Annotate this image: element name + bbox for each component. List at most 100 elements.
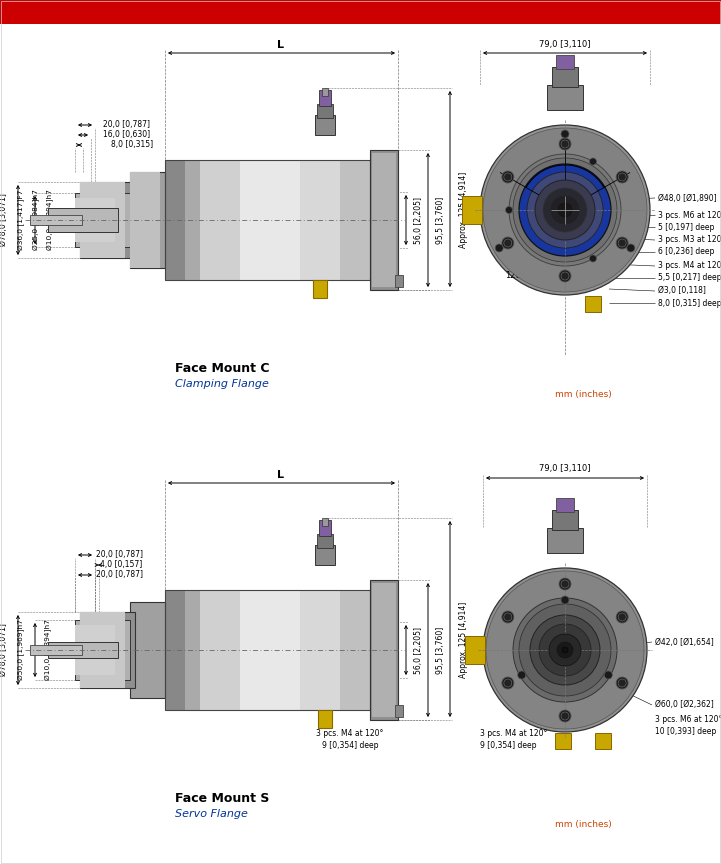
- Ellipse shape: [509, 154, 621, 266]
- Text: Face Mount C: Face Mount C: [175, 361, 270, 374]
- Ellipse shape: [627, 244, 634, 252]
- Bar: [165, 160, 370, 280]
- Ellipse shape: [513, 158, 617, 262]
- Text: 120°: 120°: [585, 270, 605, 279]
- Bar: [585, 296, 601, 312]
- Bar: [165, 160, 185, 280]
- Text: 56,0 [2,205]: 56,0 [2,205]: [414, 196, 423, 244]
- Ellipse shape: [535, 180, 595, 240]
- Bar: [317, 104, 333, 118]
- Bar: [200, 590, 240, 710]
- Bar: [322, 518, 328, 526]
- Ellipse shape: [561, 712, 569, 720]
- Text: Approx. 125 [4,914]: Approx. 125 [4,914]: [459, 172, 469, 248]
- Ellipse shape: [504, 239, 512, 247]
- Ellipse shape: [559, 578, 571, 590]
- Bar: [30, 215, 82, 225]
- Text: 16,0 [0,630]: 16,0 [0,630]: [103, 130, 150, 139]
- Ellipse shape: [618, 239, 626, 247]
- Text: 5 [0,197] deep: 5 [0,197] deep: [658, 223, 715, 232]
- Bar: [555, 733, 571, 749]
- Ellipse shape: [504, 173, 512, 181]
- Ellipse shape: [504, 679, 512, 687]
- Bar: [370, 580, 398, 720]
- Ellipse shape: [483, 568, 647, 732]
- Ellipse shape: [530, 615, 600, 685]
- Text: mm (inches): mm (inches): [555, 821, 611, 829]
- Ellipse shape: [519, 164, 611, 256]
- Ellipse shape: [480, 125, 650, 295]
- Bar: [200, 160, 240, 280]
- Bar: [313, 280, 327, 298]
- Bar: [30, 645, 82, 655]
- Bar: [75, 625, 115, 675]
- Text: Ø50,0 [1,969]h7: Ø50,0 [1,969]h7: [17, 619, 25, 681]
- Text: Ø36,0 [1,417]F7: Ø36,0 [1,417]F7: [17, 190, 25, 251]
- Bar: [317, 534, 333, 548]
- Ellipse shape: [561, 140, 569, 148]
- Text: Ø78,0 [3,071]: Ø78,0 [3,071]: [0, 194, 9, 246]
- Bar: [322, 88, 328, 96]
- Ellipse shape: [502, 677, 514, 689]
- Text: Ø42,0 [Ø1,654]: Ø42,0 [Ø1,654]: [655, 638, 714, 646]
- Ellipse shape: [604, 671, 612, 679]
- Text: 120°: 120°: [505, 270, 525, 279]
- Ellipse shape: [561, 580, 569, 588]
- Ellipse shape: [559, 270, 571, 282]
- Text: Clamping Flange: Clamping Flange: [175, 379, 269, 389]
- Text: 15°: 15°: [540, 240, 554, 250]
- Text: 4,0 [0,157]: 4,0 [0,157]: [100, 561, 142, 569]
- Bar: [465, 636, 485, 664]
- Text: Servo Flange: Servo Flange: [175, 809, 248, 819]
- Text: Ø78,0 [3,071]: Ø78,0 [3,071]: [0, 624, 9, 677]
- Ellipse shape: [505, 206, 513, 213]
- Ellipse shape: [590, 255, 596, 262]
- Text: 3 pcs. M6 at 120°: 3 pcs. M6 at 120°: [658, 211, 721, 219]
- Bar: [80, 182, 125, 258]
- Bar: [462, 196, 482, 224]
- Bar: [80, 182, 135, 258]
- Ellipse shape: [557, 642, 573, 658]
- Text: 95,5 [3,760]: 95,5 [3,760]: [435, 196, 445, 244]
- Ellipse shape: [502, 171, 514, 183]
- Bar: [552, 67, 578, 87]
- Text: 8,0 [0,315]: 8,0 [0,315]: [111, 141, 153, 149]
- Text: 9 [0,354] deep: 9 [0,354] deep: [322, 741, 379, 751]
- Ellipse shape: [616, 611, 628, 623]
- Text: 79,0 [3,110]: 79,0 [3,110]: [539, 465, 590, 473]
- Bar: [547, 85, 583, 110]
- Bar: [130, 172, 165, 268]
- Text: L: L: [278, 470, 285, 480]
- Text: Ø10,0 [0,394]h7: Ø10,0 [0,394]h7: [47, 189, 53, 251]
- Bar: [370, 150, 398, 290]
- Ellipse shape: [504, 613, 512, 621]
- Ellipse shape: [562, 647, 568, 653]
- Bar: [48, 208, 118, 232]
- Text: Face Mount S: Face Mount S: [175, 791, 270, 804]
- Bar: [556, 498, 574, 512]
- Ellipse shape: [483, 128, 647, 292]
- Ellipse shape: [549, 634, 581, 666]
- Text: Approx. 125 [4,914]: Approx. 125 [4,914]: [459, 602, 469, 678]
- Text: Face Mounts: Face Mounts: [8, 4, 116, 20]
- Ellipse shape: [486, 571, 644, 729]
- Text: 5,5 [0,217] deep: 5,5 [0,217] deep: [658, 274, 721, 283]
- Bar: [165, 590, 185, 710]
- Text: 10 [0,393] deep: 10 [0,393] deep: [655, 727, 716, 736]
- Bar: [319, 90, 331, 106]
- Bar: [185, 160, 200, 280]
- Ellipse shape: [502, 237, 514, 249]
- Bar: [75, 193, 130, 247]
- Text: 20,0 [0,787]: 20,0 [0,787]: [96, 570, 143, 580]
- Text: 8,0 [0,315] deep: 8,0 [0,315] deep: [658, 298, 721, 308]
- Text: mm (inches): mm (inches): [555, 391, 611, 399]
- Bar: [372, 153, 396, 287]
- Bar: [315, 545, 335, 565]
- Text: 3 pcs. M6 at 120°: 3 pcs. M6 at 120°: [655, 715, 721, 725]
- Text: Ø3,0 [0,118]: Ø3,0 [0,118]: [658, 287, 706, 295]
- Ellipse shape: [616, 237, 628, 249]
- Text: Ø25,0 [0,984]h7: Ø25,0 [0,984]h7: [32, 189, 40, 251]
- Bar: [556, 55, 574, 69]
- Bar: [165, 590, 370, 710]
- Bar: [240, 590, 300, 710]
